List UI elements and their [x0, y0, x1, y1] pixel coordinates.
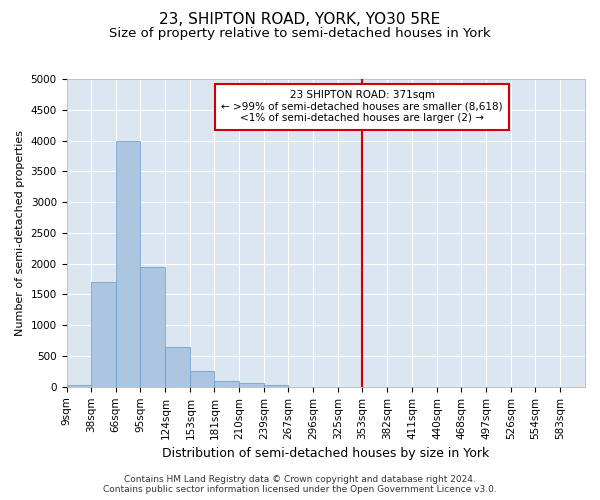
Bar: [264, 385, 289, 387]
Y-axis label: Number of semi-detached properties: Number of semi-detached properties: [15, 130, 25, 336]
Text: Contains HM Land Registry data © Crown copyright and database right 2024.
Contai: Contains HM Land Registry data © Crown c…: [103, 474, 497, 494]
Text: 23 SHIPTON ROAD: 371sqm
← >99% of semi-detached houses are smaller (8,618)
<1% o: 23 SHIPTON ROAD: 371sqm ← >99% of semi-d…: [221, 90, 503, 124]
Bar: [214, 380, 239, 387]
Text: Size of property relative to semi-detached houses in York: Size of property relative to semi-detach…: [109, 28, 491, 40]
Bar: [67, 385, 91, 387]
Bar: [166, 347, 190, 387]
Text: 23, SHIPTON ROAD, YORK, YO30 5RE: 23, SHIPTON ROAD, YORK, YO30 5RE: [160, 12, 440, 28]
Bar: [91, 282, 116, 387]
Bar: [190, 372, 214, 387]
X-axis label: Distribution of semi-detached houses by size in York: Distribution of semi-detached houses by …: [162, 447, 490, 460]
Bar: [140, 267, 166, 387]
Bar: [239, 383, 264, 387]
Bar: [116, 140, 140, 387]
